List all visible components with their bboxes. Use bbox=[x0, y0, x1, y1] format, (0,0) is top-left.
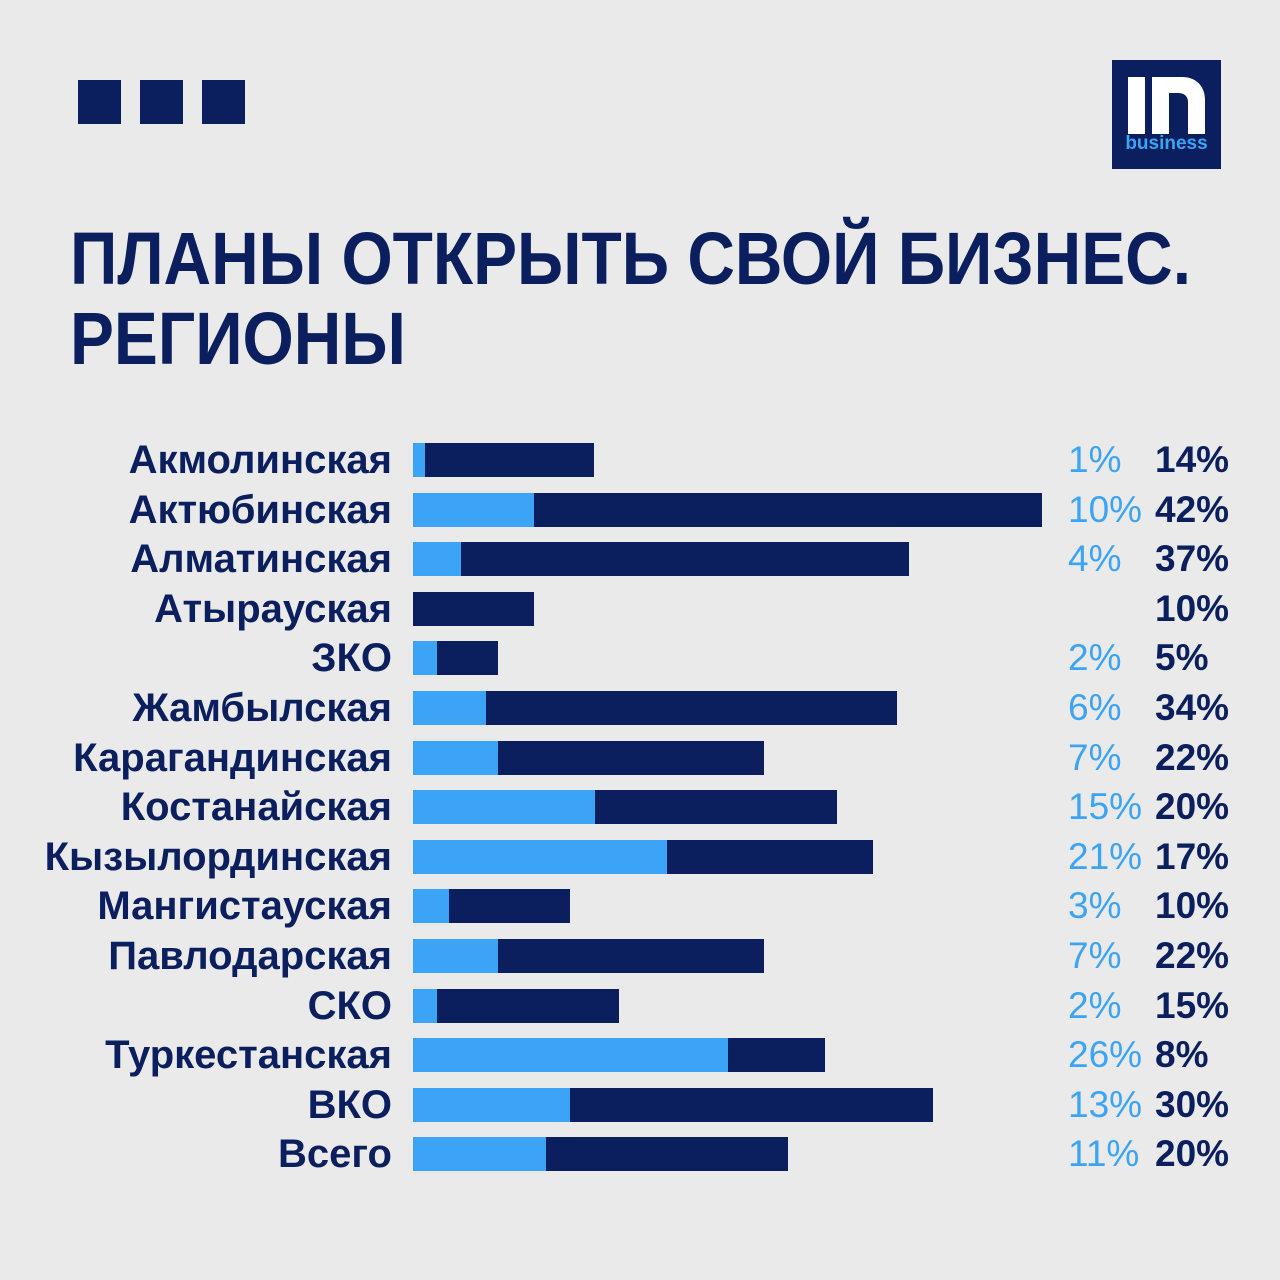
region-label: Мангистауская bbox=[97, 884, 392, 928]
region-label: Павлодарская bbox=[108, 934, 392, 978]
value-label-light: 21% bbox=[1068, 836, 1143, 877]
value-label-light: 2% bbox=[1068, 637, 1122, 678]
bar-segment-dark bbox=[437, 641, 498, 675]
bar-row: Актюбинская 10% 42% bbox=[0, 488, 1280, 532]
bar-segment-dark bbox=[486, 691, 897, 725]
bar-row: Всего 11% 20% bbox=[0, 1132, 1280, 1176]
bar-segment-light bbox=[413, 691, 486, 725]
region-label: Акмолинская bbox=[128, 438, 392, 482]
bar-segment-light bbox=[413, 989, 437, 1023]
value-label-light: 3% bbox=[1068, 885, 1122, 926]
bar-segment-dark bbox=[546, 1137, 788, 1171]
bar-segment-light bbox=[413, 542, 461, 576]
bar-segment-light bbox=[413, 939, 498, 973]
region-label: Карагандинская bbox=[73, 736, 392, 780]
value-label-dark: 10% bbox=[1155, 588, 1230, 629]
value-label-light: 6% bbox=[1068, 687, 1122, 728]
value-label-dark: 15% bbox=[1155, 985, 1230, 1026]
region-label: Атырауская bbox=[154, 587, 392, 631]
bar-segment-light bbox=[413, 1137, 546, 1171]
bar-segment-dark bbox=[498, 741, 764, 775]
bar-segment-dark bbox=[413, 592, 534, 626]
bar-row: Алматинская 4% 37% bbox=[0, 537, 1280, 581]
value-label-light: 7% bbox=[1068, 935, 1122, 976]
region-label: Костанайская bbox=[120, 785, 392, 829]
value-label-dark: 42% bbox=[1155, 489, 1230, 530]
bar-row: Кызылординская 21% 17% bbox=[0, 835, 1280, 879]
region-label: Актюбинская bbox=[128, 488, 392, 532]
logo-in-icon bbox=[1128, 77, 1205, 134]
bar-segment-light bbox=[413, 790, 595, 824]
bar-segment-light bbox=[413, 493, 534, 527]
bar-segment-light bbox=[413, 741, 498, 775]
bar-row: СКО 2% 15% bbox=[0, 984, 1280, 1028]
value-label-dark: 22% bbox=[1155, 737, 1230, 778]
bar-segment-dark bbox=[534, 493, 1042, 527]
bar-segment-dark bbox=[570, 1088, 933, 1122]
decor-square bbox=[78, 80, 121, 124]
value-label-light: 26% bbox=[1068, 1034, 1143, 1075]
value-label-dark: 30% bbox=[1155, 1084, 1230, 1125]
value-label-light: 10% bbox=[1068, 489, 1143, 530]
value-label-light: 4% bbox=[1068, 538, 1122, 579]
value-label-dark: 20% bbox=[1155, 786, 1230, 827]
value-label-dark: 14% bbox=[1155, 439, 1230, 480]
value-label-light: 7% bbox=[1068, 737, 1122, 778]
value-label-dark: 5% bbox=[1155, 637, 1209, 678]
value-label-dark: 34% bbox=[1155, 687, 1230, 728]
bar-row: Акмолинская 1% 14% bbox=[0, 438, 1280, 482]
value-label-light: 15% bbox=[1068, 786, 1143, 827]
title-block: ПЛАНЫ ОТКРЫТЬ СВОЙ БИЗНЕС. РЕГИОНЫ bbox=[70, 195, 1275, 395]
region-label: ВКО bbox=[307, 1083, 392, 1127]
region-label: Кызылординская bbox=[44, 835, 392, 879]
bar-segment-light bbox=[413, 840, 667, 874]
value-label-dark: 37% bbox=[1155, 538, 1230, 579]
bar-row: ВКО 13% 30% bbox=[0, 1083, 1280, 1127]
decor-square bbox=[140, 80, 183, 124]
bar-segment-light bbox=[413, 889, 449, 923]
bar-row: Жамбылская 6% 34% bbox=[0, 686, 1280, 730]
value-label-dark: 10% bbox=[1155, 885, 1230, 926]
value-label-light: 13% bbox=[1068, 1084, 1143, 1125]
value-label-light: 11% bbox=[1068, 1133, 1140, 1174]
region-label: Алматинская bbox=[130, 537, 392, 581]
bar-segment-dark bbox=[728, 1038, 825, 1072]
region-label: ЗКО bbox=[311, 636, 392, 680]
bar-segment-dark bbox=[449, 889, 570, 923]
value-label-dark: 17% bbox=[1155, 836, 1230, 877]
bar-segment-dark bbox=[498, 939, 764, 973]
region-label: Всего bbox=[278, 1132, 392, 1176]
bar-row: Карагандинская 7% 22% bbox=[0, 736, 1280, 780]
bar-segment-dark bbox=[437, 989, 619, 1023]
bar-segment-light bbox=[413, 1088, 570, 1122]
bar-row: ЗКО 2% 5% bbox=[0, 636, 1280, 680]
bar-segment-light bbox=[413, 443, 425, 477]
value-label-dark: 22% bbox=[1155, 935, 1230, 976]
bar-segment-dark bbox=[425, 443, 594, 477]
decor-square bbox=[202, 80, 245, 124]
region-label: Жамбылская bbox=[132, 686, 392, 730]
brand-logo: business bbox=[1112, 60, 1221, 169]
bar-row: Павлодарская 7% 22% bbox=[0, 934, 1280, 978]
bar-segment-light bbox=[413, 641, 437, 675]
bar-row: Атырауская 10% bbox=[0, 587, 1280, 631]
logo-wordmark: business bbox=[1125, 133, 1208, 154]
value-label-light: 1% bbox=[1068, 439, 1122, 480]
value-label-light: 2% bbox=[1068, 985, 1122, 1026]
bar-segment-light bbox=[413, 1038, 728, 1072]
bar-segment-dark bbox=[595, 790, 837, 824]
chart-title: ПЛАНЫ ОТКРЫТЬ СВОЙ БИЗНЕС. РЕГИОНЫ bbox=[70, 217, 1192, 380]
bar-segment-dark bbox=[667, 840, 873, 874]
bar-row: Туркестанская 26% 8% bbox=[0, 1033, 1280, 1077]
region-label: СКО bbox=[307, 984, 392, 1028]
bar-segment-dark bbox=[461, 542, 909, 576]
bar-row: Костанайская 15% 20% bbox=[0, 785, 1280, 829]
value-label-dark: 8% bbox=[1155, 1034, 1209, 1075]
value-label-dark: 20% bbox=[1155, 1133, 1230, 1174]
region-label: Туркестанская bbox=[105, 1033, 392, 1077]
bar-row: Мангистауская 3% 10% bbox=[0, 884, 1280, 928]
